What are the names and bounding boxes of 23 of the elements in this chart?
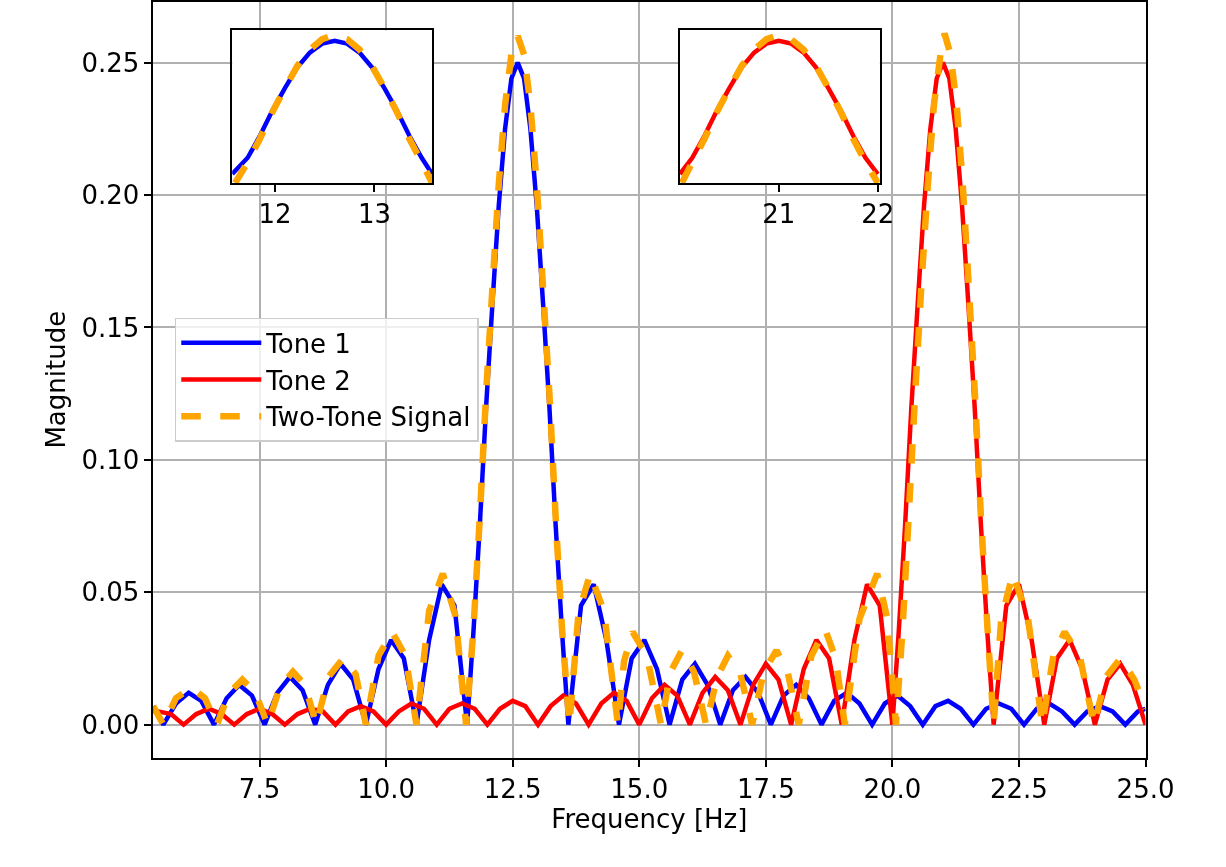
x-tick-label: 22 xyxy=(861,198,895,229)
legend-label: Tone 1 xyxy=(265,328,351,359)
y-tick-label: 0.00 xyxy=(81,709,140,740)
x-tick-label: 12 xyxy=(258,198,292,229)
y-tick-label: 0.25 xyxy=(81,47,140,78)
x-tick-label: 7.5 xyxy=(238,773,281,804)
x-tick-label: 25.0 xyxy=(1116,773,1175,804)
x-tick-label: 17.5 xyxy=(736,773,795,804)
x-tick-label: 13 xyxy=(357,198,391,229)
x-tick-label: 12.5 xyxy=(483,773,542,804)
y-tick-label: 0.20 xyxy=(81,180,140,211)
x-tick-label: 10.0 xyxy=(357,773,416,804)
y-axis-title: Magnitude xyxy=(41,310,72,449)
x-tick-label: 15.0 xyxy=(610,773,669,804)
x-tick-label: 22.5 xyxy=(990,773,1048,804)
legend-label: Tone 2 xyxy=(265,365,351,396)
x-tick-label: 21 xyxy=(762,198,796,229)
y-tick-label: 0.05 xyxy=(81,577,140,608)
x-axis-title: Frequency [Hz] xyxy=(551,803,748,834)
x-tick-label: 20.0 xyxy=(863,773,922,804)
y-tick-label: 0.15 xyxy=(81,312,140,343)
legend-label: Two-Tone Signal xyxy=(265,402,471,433)
y-tick-label: 0.10 xyxy=(81,444,140,475)
